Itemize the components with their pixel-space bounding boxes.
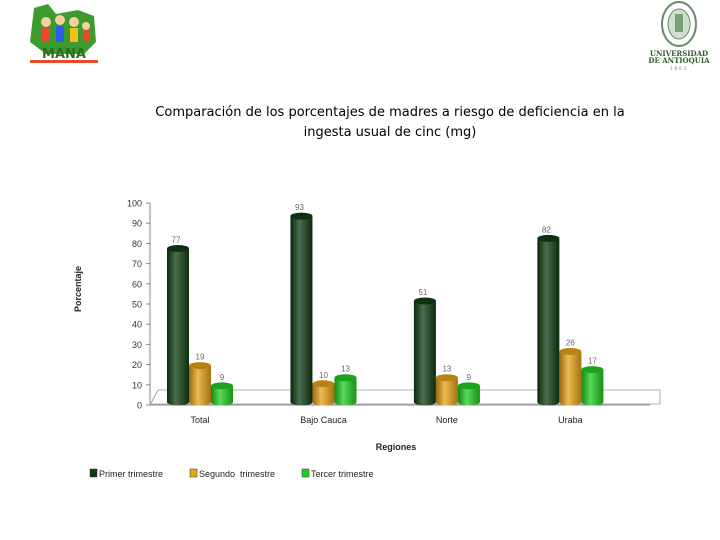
legend-label: Segundo trimestre — [199, 469, 275, 479]
y-tick-label: 50 — [132, 300, 142, 310]
y-tick-label: 70 — [132, 259, 142, 269]
university-crest-icon: UNIVERSIDAD DE ANTIOQUIA 1803 — [648, 1, 710, 71]
x-tick-label: Bajo Cauca — [300, 415, 347, 425]
bar-top — [189, 362, 211, 370]
title-line-2: ingesta usual de cinc (mg) — [303, 125, 477, 140]
mana-logo-icon: MANA — [30, 4, 98, 63]
x-tick-label: Norte — [436, 415, 458, 425]
bar-top — [537, 234, 560, 242]
chart-title: Comparación de los porcentajes de madres… — [120, 103, 660, 143]
data-label: 9 — [467, 373, 472, 382]
bar-top — [334, 374, 357, 382]
bar-top — [211, 382, 233, 390]
bar-total-series-2 — [211, 385, 233, 406]
y-tick-label: 0 — [137, 401, 142, 411]
data-label: 26 — [566, 338, 575, 347]
data-label: 19 — [196, 353, 205, 362]
title-line-1: Comparación de los porcentajes de madres… — [155, 105, 625, 120]
y-tick-label: 10 — [132, 380, 142, 390]
university-name-line2: DE ANTIOQUIA — [648, 56, 710, 65]
bar-uraba-series-1 — [559, 351, 582, 406]
bar-total-series-1 — [189, 365, 211, 406]
data-label: 17 — [588, 357, 597, 366]
university-year: 1803 — [670, 66, 688, 71]
bar-top — [581, 366, 604, 374]
y-tick-label: 80 — [132, 239, 142, 249]
mana-logo-text: MANA — [42, 47, 86, 62]
y-tick-label: 100 — [127, 199, 142, 209]
y-tick-label: 20 — [132, 360, 142, 370]
bar-top — [457, 382, 480, 390]
bar-uraba-series-0 — [537, 238, 560, 406]
y-tick-label: 30 — [132, 340, 142, 350]
chart-floor — [149, 389, 661, 406]
bar-top — [559, 347, 582, 355]
legend-label: Primer trimestre — [99, 469, 163, 479]
university-name-line1: UNIVERSIDAD — [650, 49, 708, 58]
data-label: 51 — [418, 288, 427, 297]
y-tick-label: 60 — [132, 279, 142, 289]
bar-norte-series-1 — [435, 377, 458, 406]
data-label: 77 — [172, 235, 181, 244]
bar-bajo-cauca-series-2 — [334, 377, 357, 406]
legend-swatch — [89, 468, 98, 478]
bar-top — [413, 297, 436, 305]
bar-bajo-cauca-series-0 — [290, 216, 313, 406]
data-label: 13 — [341, 365, 350, 374]
data-label: 13 — [442, 365, 451, 374]
x-tick-label: Uraba — [558, 415, 583, 425]
data-label: 82 — [542, 225, 551, 234]
bar-total-series-0 — [167, 248, 189, 406]
bar-top — [435, 374, 458, 382]
data-label: 10 — [319, 371, 328, 380]
bar-bajo-cauca-series-1 — [312, 383, 335, 406]
bar-top — [167, 244, 189, 252]
legend-swatch — [301, 468, 310, 478]
x-axis-title: Regiones — [376, 442, 417, 452]
x-tick-label: Total — [190, 415, 209, 425]
bar-norte-series-2 — [457, 385, 480, 406]
bar-top — [290, 212, 313, 220]
bar-norte-series-0 — [413, 300, 436, 406]
y-tick-label: 40 — [132, 320, 142, 330]
bar-top — [312, 380, 335, 388]
y-tick-label: 90 — [132, 219, 142, 229]
data-label: 93 — [295, 203, 304, 212]
legend-swatch — [189, 468, 198, 478]
legend-label: Tercer trimestre — [311, 469, 374, 479]
y-axis-title: Porcentaje — [73, 266, 83, 312]
bar-uraba-series-2 — [581, 369, 604, 406]
data-label: 9 — [220, 373, 225, 382]
